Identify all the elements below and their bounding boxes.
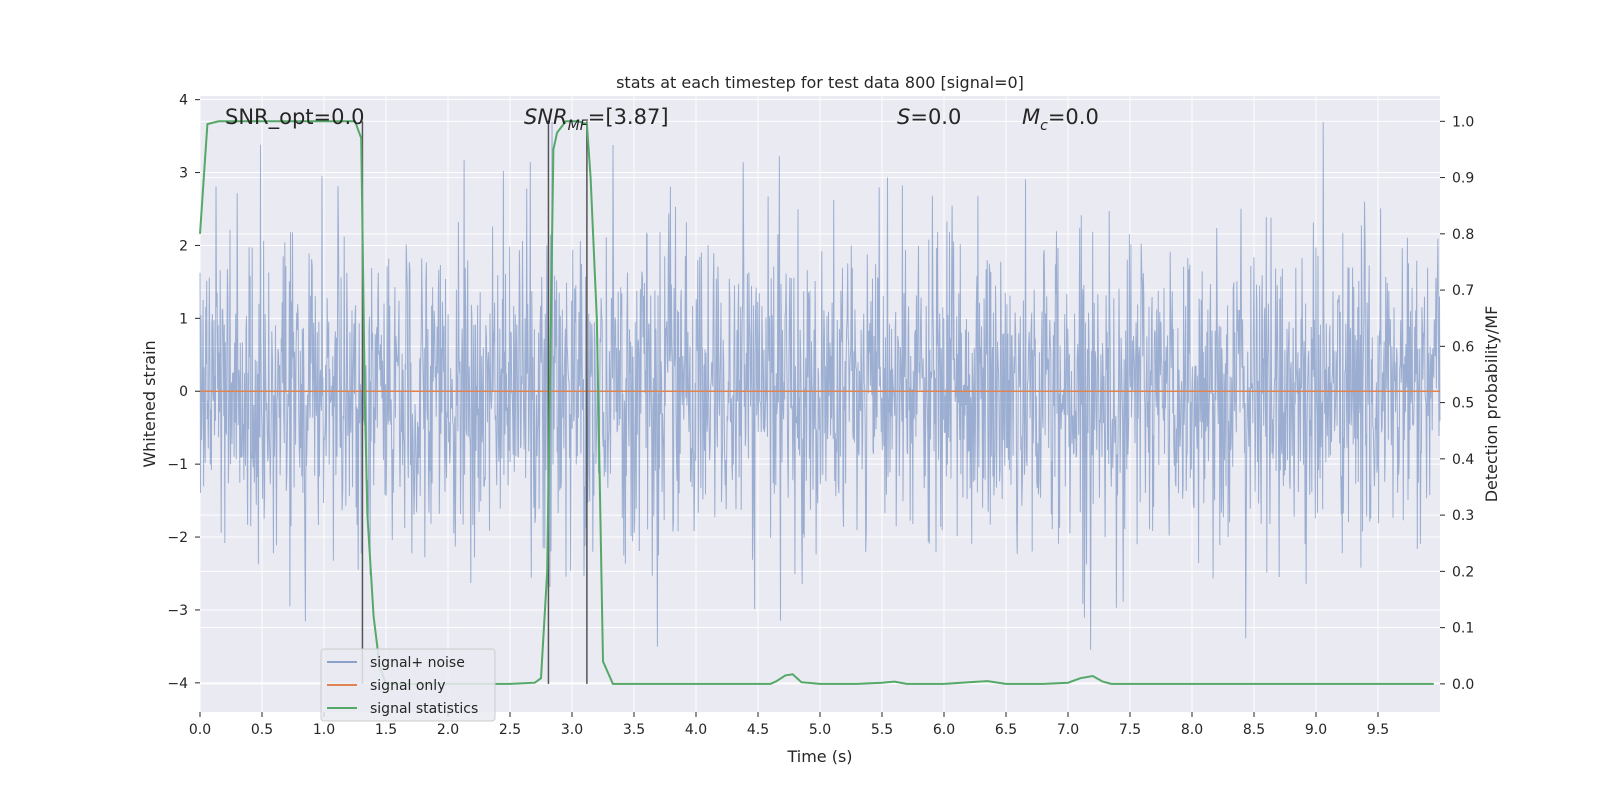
y-right-tick-label-7: 0.7 (1452, 283, 1474, 299)
x-tick-label-9: 4.5 (747, 722, 769, 738)
x-tick-label-0: 0.0 (189, 722, 211, 738)
x-tick-label-10: 5.0 (809, 722, 831, 738)
snr-opt-annotation: SNR_opt=0.0 (225, 105, 365, 130)
x-tick-label-1: 0.5 (251, 722, 273, 738)
y-left-axis-label: Whitened strain (140, 340, 159, 467)
y-left-tick-label-8: 4 (179, 93, 188, 109)
y-right-tick-label-8: 0.8 (1452, 227, 1474, 243)
y-left-tick-label-0: −4 (167, 676, 188, 692)
chart-title: stats at each timestep for test data 800… (616, 73, 1024, 92)
snr-mf-value: =[3.87] (588, 105, 669, 129)
y-right-tick-label-1: 0.1 (1452, 621, 1474, 637)
snr-mf-symbol: SNR (524, 105, 568, 129)
s-symbol: S (897, 105, 910, 129)
x-tick-label-16: 8.0 (1181, 722, 1203, 738)
x-tick-label-12: 6.0 (933, 722, 955, 738)
mc-symbol: M (1022, 105, 1040, 129)
x-tick-label-7: 3.5 (623, 722, 645, 738)
x-tick-label-19: 9.5 (1367, 722, 1389, 738)
x-tick-label-3: 1.5 (375, 722, 397, 738)
y-right-tick-label-6: 0.6 (1452, 339, 1474, 355)
noise-trace (199, 121, 1441, 650)
y-left-tick-label-5: 1 (179, 311, 188, 327)
y-left-tick-label-3: −1 (167, 457, 188, 473)
y-right-tick-label-4: 0.4 (1452, 452, 1474, 468)
legend: signal+ noise signal only signal statist… (320, 648, 496, 722)
legend-box (320, 648, 496, 722)
y-left-tick-label-7: 3 (179, 166, 188, 182)
snr-mf-subscript: MF (568, 118, 589, 134)
legend-signal-label: signal only (370, 678, 445, 694)
x-tick-label-11: 5.5 (871, 722, 893, 738)
x-tick-label-5: 2.5 (499, 722, 521, 738)
y-left-tick-label-1: −3 (167, 603, 188, 619)
x-tick-label-15: 7.5 (1119, 722, 1141, 738)
y-left-tick-label-2: −2 (167, 530, 188, 546)
x-tick-label-2: 1.0 (313, 722, 335, 738)
y-left-tick-label-4: 0 (179, 384, 188, 400)
x-axis-ticks: 0.0 0.5 1.0 1.5 2.0 2.5 3.0 3.5 4.0 4.5 5.0 5.5 6.0 6… (189, 712, 1389, 738)
mc-value: =0.0 (1048, 105, 1099, 129)
y-right-axis-label: Detection probability/MF (1482, 306, 1501, 503)
mc-annotation: Mc=0.0 (1022, 105, 1099, 134)
legend-noise-label: signal+ noise (370, 655, 465, 671)
y-right-tick-label-9: 0.9 (1452, 171, 1474, 187)
y-right-tick-label-0: 0.0 (1452, 677, 1474, 693)
noise-series (199, 121, 1441, 650)
s-annotation: S=0.0 (897, 105, 961, 129)
x-tick-label-14: 7.0 (1057, 722, 1079, 738)
s-value: =0.0 (910, 105, 961, 129)
y-left-tick-label-6: 2 (179, 238, 188, 254)
y-right-tick-label-2: 0.2 (1452, 564, 1474, 580)
x-tick-label-13: 6.5 (995, 722, 1017, 738)
x-tick-label-17: 8.5 (1243, 722, 1265, 738)
y-right-tick-label-10: 1.0 (1452, 114, 1474, 130)
x-tick-label-4: 2.0 (437, 722, 459, 738)
x-tick-label-6: 3.0 (561, 722, 583, 738)
mc-subscript: c (1040, 118, 1048, 134)
x-tick-label-18: 9.0 (1305, 722, 1327, 738)
legend-statistics-label: signal statistics (370, 701, 478, 717)
y-right-tick-label-3: 0.3 (1452, 508, 1474, 524)
y-right-tick-label-5: 0.5 (1452, 396, 1474, 412)
y-left-axis-ticks: −4 −3 −2 −1 0 1 2 3 4 (167, 93, 200, 692)
y-right-axis-ticks: 0.0 0.1 0.2 0.3 0.4 0.5 0.6 0.7 0.8 0.9 1.0 (1440, 114, 1474, 693)
x-tick-label-8: 4.0 (685, 722, 707, 738)
statistics-line (199, 120, 1434, 685)
x-axis-label: Time (s) (786, 747, 852, 766)
snr-mf-annotation: SNRMF=[3.87] (524, 105, 669, 134)
